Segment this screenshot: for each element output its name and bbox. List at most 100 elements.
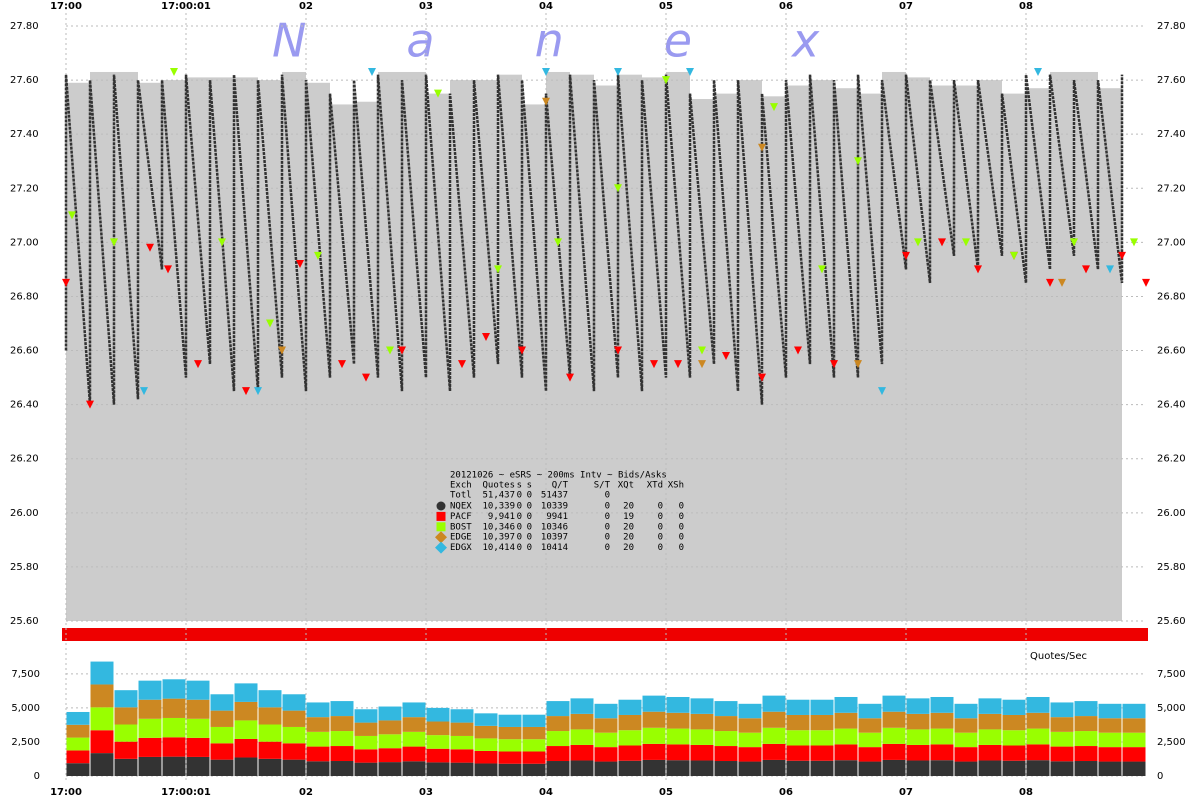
bar-segment: [450, 762, 474, 776]
bar-segment: [642, 759, 666, 776]
bar-segment: [474, 725, 498, 739]
range-bar: [882, 71, 906, 621]
bar-segment: [690, 698, 714, 714]
legend-icon: [436, 522, 446, 532]
legend-cell: 20: [623, 522, 634, 532]
quote-marker: [650, 360, 658, 369]
quote-marker: [698, 346, 706, 355]
quote-marker: [770, 103, 778, 112]
quote-marker: [674, 360, 682, 369]
bar-segment: [546, 761, 570, 776]
bar-segment: [90, 684, 114, 708]
quote-marker: [698, 360, 706, 369]
quote-marker: [146, 243, 154, 252]
bar-segment: [618, 760, 642, 776]
quote-marker: [278, 346, 286, 355]
bar-segment: [762, 759, 786, 776]
bar-segment: [1002, 745, 1026, 761]
bar-segment: [90, 730, 114, 754]
quote-marker: [854, 157, 862, 166]
bar-segment: [810, 714, 834, 731]
quote-marker: [218, 238, 226, 247]
bar-segment: [978, 698, 1002, 714]
legend-header: Quotes: [482, 481, 515, 491]
legend-cell: 20: [623, 502, 634, 512]
quote-marker: [362, 373, 370, 382]
bar-segment: [1002, 699, 1026, 715]
bar-segment: [762, 743, 786, 760]
bar-segment: [330, 746, 354, 762]
bar-segment: [1026, 712, 1050, 729]
legend-cell: 0: [679, 512, 684, 522]
x-tick-label: 05: [659, 1, 673, 12]
bar-segment: [570, 713, 594, 730]
bar-segment: [1074, 761, 1098, 776]
bar-segment: [378, 762, 402, 776]
legend-total: 0: [517, 491, 522, 501]
quote-marker: [314, 251, 322, 260]
bar-segment: [426, 721, 450, 736]
y-tick-label-right: 26.20: [1157, 454, 1186, 465]
y-tick-label: 26.80: [10, 291, 39, 302]
bar-segment: [882, 759, 906, 776]
bar-segment: [474, 750, 498, 764]
x-tick-label-bottom: 06: [779, 787, 793, 798]
bar-segment: [738, 703, 762, 719]
legend-cell: 0: [679, 533, 684, 543]
legend-cell: 0: [527, 533, 532, 543]
bar-segment: [378, 734, 402, 749]
quote-marker: [614, 346, 622, 355]
bar-segment: [714, 716, 738, 732]
bar-segment: [234, 683, 258, 702]
bar-segment: [594, 747, 618, 762]
bar-segment: [1122, 703, 1146, 719]
quote-marker: [1082, 265, 1090, 274]
bar-segment: [258, 758, 282, 776]
bar-segment: [1074, 731, 1098, 747]
legend-cell: 0: [517, 522, 522, 532]
bar-segment: [66, 763, 90, 776]
bar-segment: [498, 763, 522, 776]
bar-segment: [858, 747, 882, 762]
quote-marker: [1070, 238, 1078, 247]
bar-segment: [522, 726, 546, 740]
quote-marker: [434, 89, 442, 98]
bar-segment: [162, 737, 186, 757]
bar-segment: [282, 726, 306, 744]
quote-marker: [938, 238, 946, 247]
quote-marker: [86, 400, 94, 409]
legend-header: XTd: [647, 481, 663, 491]
x-tick-label-bottom: 17:00:01: [161, 787, 211, 798]
bar-segment: [1002, 714, 1026, 731]
bar-segment: [498, 714, 522, 727]
legend-cell: 19: [623, 512, 634, 522]
bar-segment: [306, 761, 330, 776]
legend-cell: 0: [658, 522, 663, 532]
quote-marker: [1130, 238, 1138, 247]
range-bar: [1098, 88, 1122, 622]
y-tick-label-right: 5,000: [1157, 703, 1186, 714]
bar-segment: [570, 729, 594, 745]
bar-segment: [858, 718, 882, 733]
legend-header: Exch: [450, 481, 472, 491]
quote-marker: [1106, 265, 1114, 274]
bar-segment: [114, 724, 138, 742]
bar-segment: [546, 716, 570, 732]
range-bar: [546, 71, 570, 621]
quote-marker: [140, 387, 148, 396]
bar-segment: [378, 720, 402, 735]
legend-total: 51437: [541, 491, 568, 501]
quote-marker: [566, 373, 574, 382]
bar-segment: [858, 703, 882, 719]
bar-segment: [690, 744, 714, 761]
bar-segment: [738, 761, 762, 776]
bar-segment: [186, 699, 210, 719]
bar-segment: [234, 720, 258, 739]
legend-exchange: EDGX: [450, 543, 472, 553]
bar-segment: [330, 761, 354, 776]
quote-marker: [164, 265, 172, 274]
legend-icon: [436, 501, 446, 511]
bar-segment: [978, 713, 1002, 730]
bar-segment: [66, 724, 90, 738]
bar-segment: [66, 711, 90, 725]
